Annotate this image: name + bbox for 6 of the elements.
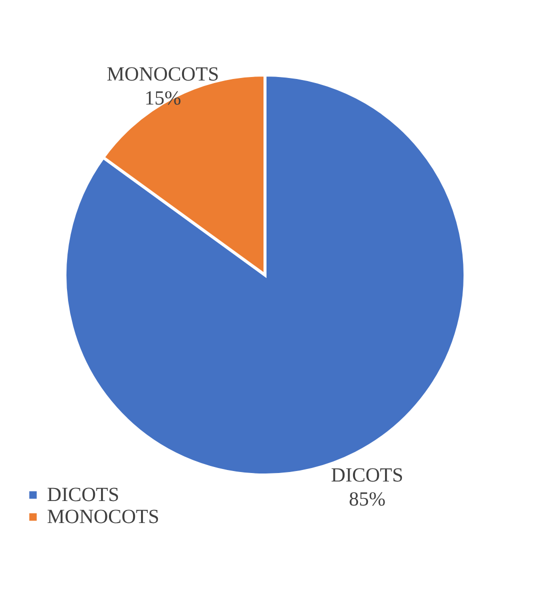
legend-label: MONOCOTS <box>47 506 160 528</box>
legend-label: DICOTS <box>47 484 120 506</box>
slice-label: DICOTS <box>331 464 404 486</box>
data-label: 85% <box>348 488 386 510</box>
slice-label: MONOCOTS <box>106 64 219 86</box>
data-label: 15% <box>144 88 182 110</box>
